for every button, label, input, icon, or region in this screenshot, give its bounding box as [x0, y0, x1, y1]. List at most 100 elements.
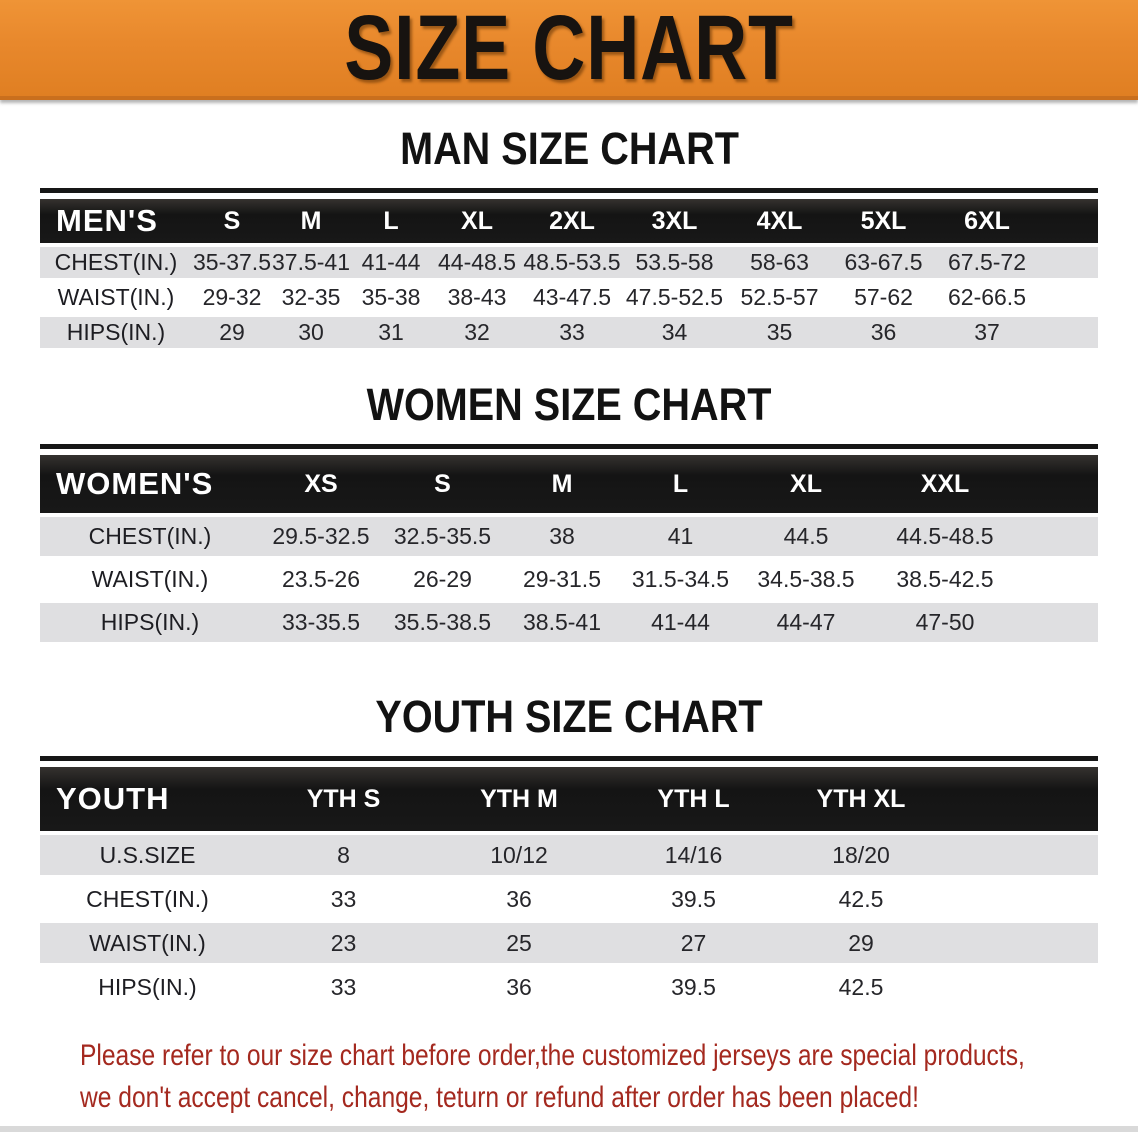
youth-section-heading: YOUTH SIZE CHART: [40, 694, 1098, 740]
size-value-cell: 32: [432, 317, 522, 348]
size-value-cell: 35-38: [350, 282, 432, 313]
table-row-waist-in-: WAIST(IN.) 23 25 27 29: [40, 923, 1098, 963]
size-value-cell: 38.5-42.5: [872, 560, 1018, 599]
size-value-cell: 31.5-34.5: [621, 560, 740, 599]
header-spacer: [1018, 455, 1098, 513]
men-section-heading-text: MAN SIZE CHART: [399, 123, 739, 174]
col-header-s: S: [382, 455, 503, 513]
col-header-yth-xl: YTH XL: [781, 767, 941, 831]
youth-table-topline: [40, 756, 1098, 761]
youth-section-heading-text: YOUTH SIZE CHART: [375, 691, 763, 742]
size-value-cell: 44-47: [740, 603, 872, 642]
col-header-l: L: [350, 199, 432, 243]
size-value-cell: 44.5: [740, 517, 872, 556]
row-spacer: [1018, 517, 1098, 556]
size-value-cell: 34.5-38.5: [740, 560, 872, 599]
row-spacer: [1039, 282, 1098, 313]
row-spacer: [941, 879, 1098, 919]
size-value-cell: 43-47.5: [522, 282, 622, 313]
size-value-cell: 62-66.5: [935, 282, 1039, 313]
col-header-yth-l: YTH L: [606, 767, 781, 831]
womens-table-title: WOMEN'S: [40, 455, 260, 513]
size-value-cell: 36: [832, 317, 935, 348]
size-value-cell: 26-29: [382, 560, 503, 599]
size-value-cell: 33: [255, 967, 432, 1007]
size-value-cell: 39.5: [606, 879, 781, 919]
row-label: WAIST(IN.): [40, 560, 260, 599]
size-value-cell: 35: [727, 317, 832, 348]
men-table-header-row: MEN'S S M L XL 2XL 3XL 4XL 5XL 6XL: [40, 199, 1098, 243]
disclaimer-line-2: we don't accept cancel, change, teturn o…: [80, 1081, 919, 1114]
row-label: CHEST(IN.): [40, 247, 192, 278]
table-row-u-s-size: U.S.SIZE 8 10/12 14/16 18/20: [40, 835, 1098, 875]
size-value-cell: 29.5-32.5: [260, 517, 382, 556]
row-label: CHEST(IN.): [40, 517, 260, 556]
table-row-chest-in-: CHEST(IN.) 29.5-32.5 32.5-35.5 38 41 44.5 44.5…: [40, 517, 1098, 556]
women-section-heading-text: WOMEN SIZE CHART: [366, 379, 772, 430]
size-value-cell: 38: [503, 517, 621, 556]
size-value-cell: 37.5-41: [272, 247, 350, 278]
size-value-cell: 38-43: [432, 282, 522, 313]
size-value-cell: 34: [622, 317, 727, 348]
women-table-topline: [40, 444, 1098, 449]
row-spacer: [941, 835, 1098, 875]
size-chart-banner: SIZE CHART: [0, 0, 1138, 100]
size-value-cell: 29: [781, 923, 941, 963]
size-value-cell: 36: [432, 879, 606, 919]
size-value-cell: 27: [606, 923, 781, 963]
row-label: WAIST(IN.): [40, 923, 255, 963]
col-header-5xl: 5XL: [832, 199, 935, 243]
size-value-cell: 32-35: [272, 282, 350, 313]
size-value-cell: 36: [432, 967, 606, 1007]
size-value-cell: 33: [255, 879, 432, 919]
size-value-cell: 29-31.5: [503, 560, 621, 599]
size-value-cell: 52.5-57: [727, 282, 832, 313]
banner-title: SIZE CHART: [344, 0, 794, 99]
row-label: HIPS(IN.): [40, 317, 192, 348]
col-header-m: M: [503, 455, 621, 513]
size-value-cell: 30: [272, 317, 350, 348]
row-spacer: [941, 923, 1098, 963]
header-spacer: [941, 767, 1098, 831]
size-value-cell: 38.5-41: [503, 603, 621, 642]
size-value-cell: 23.5-26: [260, 560, 382, 599]
size-value-cell: 42.5: [781, 967, 941, 1007]
size-value-cell: 35-37.5: [192, 247, 272, 278]
row-spacer: [1018, 603, 1098, 642]
youth-size-table: YOUTH YTH S YTH M YTH L YTH XL U.S.SIZE 8 10/1…: [40, 763, 1098, 1011]
size-value-cell: 18/20: [781, 835, 941, 875]
col-header-l: L: [621, 455, 740, 513]
women-table-header-row: WOMEN'S XS S M L XL XXL: [40, 455, 1098, 513]
table-row-hips-in-: HIPS(IN.) 33-35.5 35.5-38.5 38.5-41 41-44 44-…: [40, 603, 1098, 642]
disclaimer-line-1: Please refer to our size chart before or…: [80, 1039, 1025, 1072]
size-value-cell: 37: [935, 317, 1039, 348]
col-header-xs: XS: [260, 455, 382, 513]
size-value-cell: 10/12: [432, 835, 606, 875]
men-table-topline: [40, 188, 1098, 193]
size-value-cell: 32.5-35.5: [382, 517, 503, 556]
row-spacer: [1039, 317, 1098, 348]
disclaimer: Please refer to our size chart before or…: [80, 1035, 1098, 1119]
table-row-chest-in-: CHEST(IN.) 33 36 39.5 42.5: [40, 879, 1098, 919]
row-spacer: [1018, 560, 1098, 599]
women-section: WOMEN SIZE CHART WOMEN'S XS S M L XL XXL CHEST…: [40, 382, 1098, 646]
col-header-xxl: XXL: [872, 455, 1018, 513]
size-value-cell: 25: [432, 923, 606, 963]
size-value-cell: 8: [255, 835, 432, 875]
col-header-yth-s: YTH S: [255, 767, 432, 831]
col-header-2xl: 2XL: [522, 199, 622, 243]
col-header-3xl: 3XL: [622, 199, 727, 243]
size-value-cell: 29-32: [192, 282, 272, 313]
size-value-cell: 41-44: [350, 247, 432, 278]
row-label: HIPS(IN.): [40, 603, 260, 642]
size-value-cell: 33-35.5: [260, 603, 382, 642]
row-label: CHEST(IN.): [40, 879, 255, 919]
youth-table-title: YOUTH: [40, 767, 255, 831]
men-section: MAN SIZE CHART MEN'S S M L XL 2XL 3XL 4XL 5XL 6XL…: [40, 126, 1098, 352]
size-value-cell: 41-44: [621, 603, 740, 642]
size-value-cell: 67.5-72: [935, 247, 1039, 278]
table-row-hips-in-: HIPS(IN.) 29 30 31 32 33 34 35 36 37: [40, 317, 1098, 348]
women-size-table: WOMEN'S XS S M L XL XXL CHEST(IN.) 29.5-32.5 32.…: [40, 451, 1098, 646]
table-row-waist-in-: WAIST(IN.) 23.5-26 26-29 29-31.5 31.5-34.5 34…: [40, 560, 1098, 599]
size-value-cell: 63-67.5: [832, 247, 935, 278]
